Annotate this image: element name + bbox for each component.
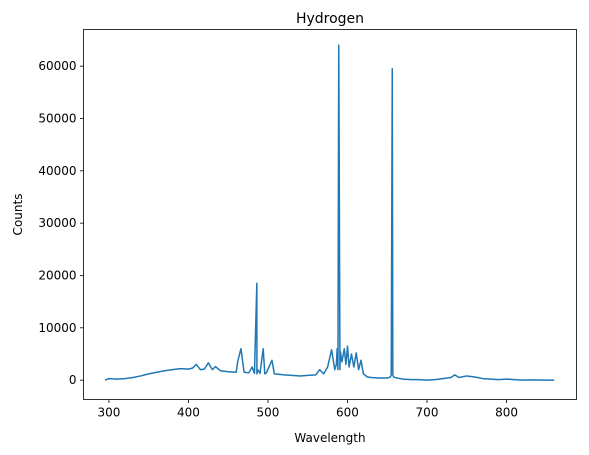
x-tick-label: 400	[177, 406, 200, 420]
x-axis-label: Wavelength	[294, 431, 365, 445]
y-axis-label: Counts	[11, 194, 25, 236]
y-tick-label: 0	[69, 373, 77, 387]
x-tick-label: 300	[97, 406, 120, 420]
x-tick-label: 600	[336, 406, 359, 420]
chart-title: Hydrogen	[296, 11, 364, 27]
x-axis: 300 400 500 600 700 800	[97, 399, 518, 420]
y-tick-label: 40000	[38, 164, 76, 178]
y-tick-label: 60000	[38, 59, 76, 73]
y-tick-label: 30000	[38, 216, 76, 230]
y-axis: 0 10000 20000 30000 40000 50000 60000	[38, 59, 84, 387]
y-tick-label: 20000	[38, 268, 76, 282]
x-tick-label: 800	[495, 406, 518, 420]
x-tick-label: 500	[257, 406, 280, 420]
y-tick-label: 50000	[38, 111, 76, 125]
plot-frame	[83, 29, 577, 400]
plot-area	[104, 44, 555, 381]
series-line	[104, 44, 555, 381]
y-tick-label: 10000	[38, 321, 76, 335]
x-tick-label: 700	[416, 406, 439, 420]
